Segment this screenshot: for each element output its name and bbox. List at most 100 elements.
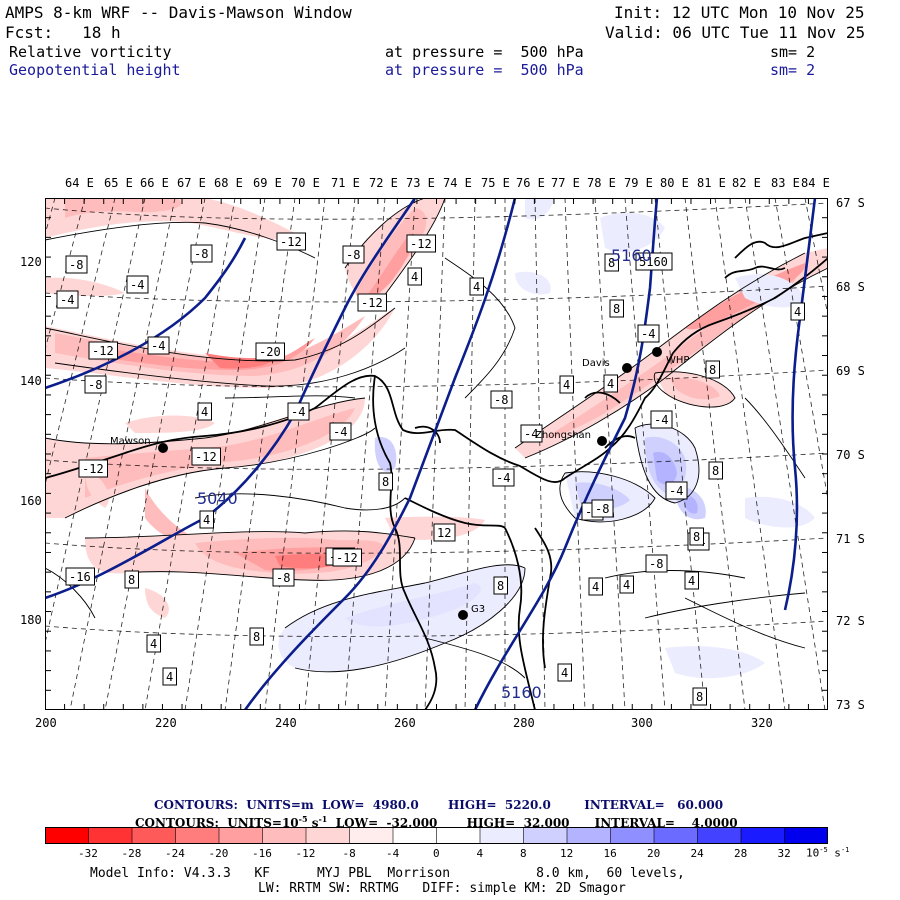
vorticity-label-text: -4 — [654, 413, 668, 427]
legend-tick-label: 16 — [603, 847, 617, 860]
legend-unit-label: 10-5 s-1 — [806, 846, 850, 860]
vorticity-label-text: -8 — [276, 571, 290, 585]
longitude-label: 79 E — [624, 176, 653, 190]
vorticity-label: -4 — [650, 410, 673, 429]
y-axis-label: 140 — [20, 374, 42, 388]
vorticity-label: -8 — [490, 390, 513, 409]
legend-swatch — [392, 827, 438, 844]
vorticity-label: 4 — [146, 634, 161, 653]
vorticity-label-text: 12 — [437, 526, 451, 540]
vorticity-label: -8 — [190, 244, 213, 263]
height-contour-info: CONTOURS: UNITS=m LOW= 4980.0 HIGH= 5220… — [154, 798, 724, 812]
vorticity-label-text: 8 — [608, 256, 615, 270]
legend-tick-label: -8 — [342, 847, 356, 860]
vorticity-label: 8 — [705, 360, 720, 379]
vorticity-label-text: -4 — [524, 427, 538, 441]
legend-tick-label: 20 — [647, 847, 661, 860]
height-label: 5160 — [611, 246, 652, 265]
physics-info: LW: RRTM SW: RRTMG DIFF: simple KM: 2D S… — [258, 881, 626, 896]
field2-level: at pressure = 500 hPa — [385, 61, 584, 79]
legend-swatch — [175, 827, 220, 844]
station-label: Zhongshan — [535, 430, 591, 441]
vorticity-label: -16 — [65, 567, 95, 586]
vorticity-label: 8 — [124, 570, 139, 589]
vorticity-label-text: -8 — [649, 557, 663, 571]
legend-swatch — [740, 827, 786, 844]
vorticity-label: 4 — [588, 577, 603, 596]
vorticity-contour-labels: -8-8-12-8-12-4-444-12-4-20-12851608-16-8… — [56, 232, 805, 706]
legend-tick-label: -28 — [121, 847, 142, 860]
field1-name: Relative vorticity — [9, 43, 172, 61]
vorticity-label-text: -8 — [494, 393, 508, 407]
vorticity-label: -12 — [191, 447, 221, 466]
latitude-label: 73 S — [836, 698, 865, 712]
vorticity-label-text: 8 — [709, 363, 716, 377]
vorticity-label: 4 — [559, 375, 574, 394]
legend-swatch — [349, 827, 394, 844]
legend-tick-label: -24 — [165, 847, 185, 860]
vorticity-label-text: 4 — [201, 405, 208, 419]
legend-tick-label: -12 — [295, 847, 316, 860]
longitude-label: 80 E — [660, 176, 689, 190]
longitude-label: 72 E — [369, 176, 398, 190]
x-axis-label: 320 — [751, 716, 773, 730]
vorticity-label-text: 4 — [166, 670, 173, 684]
vorticity-label-text: -20 — [259, 345, 281, 359]
vorticity-label-text: 8 — [712, 464, 719, 478]
legend-tick-label: 28 — [734, 847, 748, 860]
plot-title: AMPS 8-km WRF -- Davis-Mawson Window — [5, 3, 352, 22]
x-axis-label: 280 — [513, 716, 535, 730]
longitude-label: 83 E — [771, 176, 800, 190]
legend-swatch — [305, 827, 351, 844]
vorticity-label-text: -12 — [195, 450, 217, 464]
vorticity-label-text: 4 — [150, 637, 157, 651]
vorticity-label: 8 — [609, 299, 624, 318]
latitude-label: 67 S — [836, 196, 865, 210]
station-dot-zhongshan — [597, 436, 607, 446]
legend-swatch — [479, 827, 525, 844]
vorticity-label-text: -12 — [280, 235, 302, 249]
station-label: Mawson — [110, 436, 151, 447]
legend-tick-label: 8 — [520, 847, 527, 860]
vorticity-label-text: 4 — [561, 666, 568, 680]
vorticity-label: -8 — [591, 499, 614, 518]
x-axis-label: 200 — [35, 716, 57, 730]
vorticity-label-text: -12 — [410, 237, 432, 251]
vorticity-label-text: 8 — [693, 530, 700, 544]
station-dot-g3 — [458, 610, 468, 620]
legend-tick-label: 4 — [476, 847, 484, 860]
legend-swatch — [697, 827, 742, 844]
vorticity-label-text: 8 — [613, 302, 620, 316]
vorticity-label: 8 — [378, 472, 393, 491]
vorticity-label: -8 — [272, 568, 295, 587]
legend-tick-label: -20 — [208, 847, 229, 860]
height-label: 5160 — [501, 683, 542, 702]
legend-swatch — [218, 827, 264, 844]
station-label: G3 — [471, 604, 485, 615]
vorticity-label-text: -4 — [669, 484, 683, 498]
vorticity-label-text: 5160 — [639, 255, 668, 269]
x-axis-label: 220 — [155, 716, 177, 730]
vorticity-label-text: -4 — [291, 405, 305, 419]
vorticity-label: 8 — [604, 253, 619, 272]
vorticity-label: 8 — [689, 527, 704, 546]
vorticity-label-text: -4 — [130, 278, 144, 292]
vorticity-label-text: -4 — [333, 425, 347, 439]
legend-tick-label: 12 — [560, 847, 574, 860]
vorticity-label: -8 — [65, 255, 88, 274]
vorticity-label: 4 — [619, 575, 634, 594]
vorticity-label-text: -12 — [82, 462, 104, 476]
vorticity-label: 12 — [433, 523, 456, 542]
legend-swatch — [262, 827, 307, 844]
vorticity-label: 8 — [692, 687, 707, 706]
vorticity-label: 4 — [790, 302, 805, 321]
vorticity-contours — [45, 198, 828, 679]
legend-swatch — [45, 827, 90, 844]
vorticity-label: -4 — [147, 336, 170, 355]
longitude-label: 67 E — [177, 176, 206, 190]
x-axis-label: 300 — [631, 716, 653, 730]
legend-tick-label: 0 — [433, 847, 440, 860]
longitude-label: 84 E — [801, 176, 830, 190]
vorticity-label: -12 — [406, 234, 436, 253]
vorticity-label: -8 — [645, 554, 668, 573]
